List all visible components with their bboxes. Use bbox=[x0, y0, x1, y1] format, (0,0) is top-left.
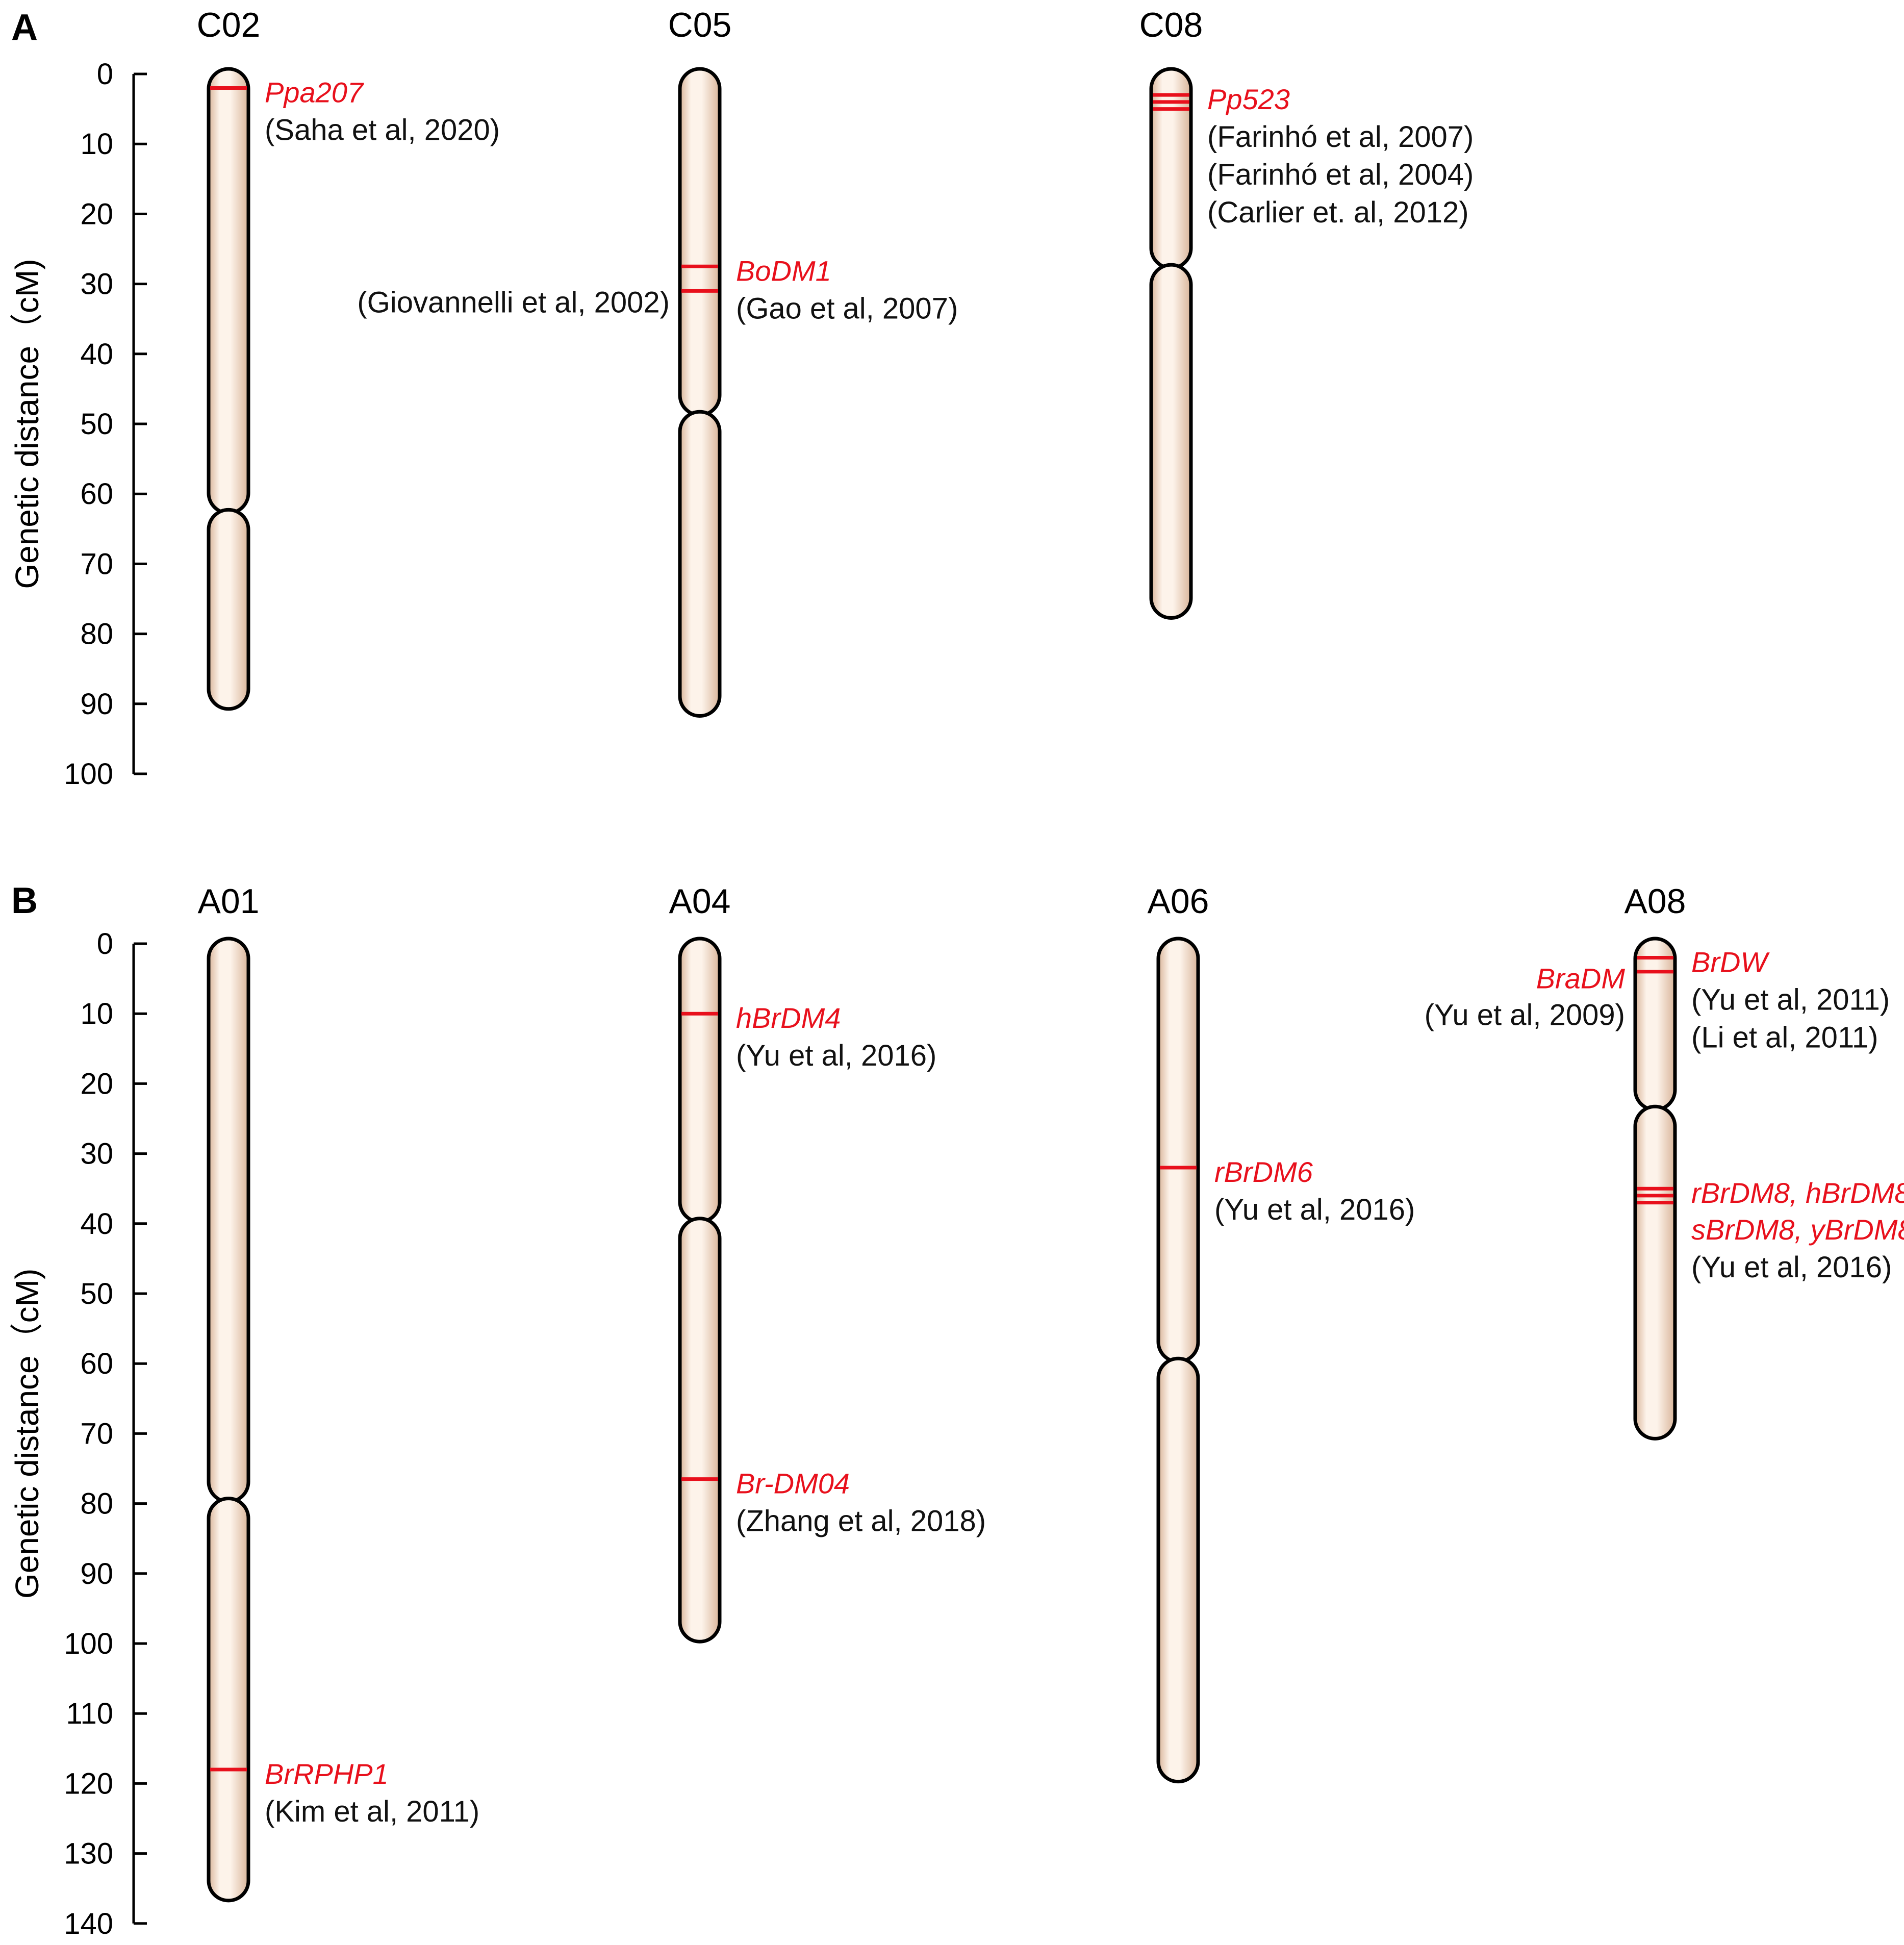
chromosome-arm bbox=[1156, 1356, 1200, 1784]
y-tick-label: 10 bbox=[80, 997, 113, 1030]
y-tick-label: 90 bbox=[80, 688, 113, 721]
reference-label: (Yu et al, 2016) bbox=[1691, 1251, 1892, 1284]
chromosome-arm bbox=[1633, 1104, 1677, 1441]
y-tick-label: 10 bbox=[80, 128, 113, 161]
gene-label: BoDM1 bbox=[736, 255, 831, 287]
reference-label: (Yu et al, 2016) bbox=[1214, 1193, 1415, 1226]
panel-letter: B bbox=[11, 880, 38, 921]
y-tick-label: 40 bbox=[80, 338, 113, 371]
y-tick-label: 30 bbox=[80, 1138, 113, 1171]
chromosome-a06: A06 rBrDM6 (Yu et al, 2016) bbox=[1148, 882, 1415, 1784]
y-tick-label: 80 bbox=[80, 618, 113, 651]
y-tick-label: 60 bbox=[80, 1347, 113, 1380]
y-tick-label: 90 bbox=[80, 1557, 113, 1590]
chromosome-a01: A01 BrRPHP1 (Kim et al, 2011) bbox=[198, 882, 479, 1903]
gene-label: rBrDM8, hBrDM8 bbox=[1691, 1177, 1904, 1209]
gene-label: Br-DM04 bbox=[736, 1468, 850, 1500]
y-tick-label: 130 bbox=[64, 1837, 113, 1871]
chromosome-arm bbox=[1156, 937, 1200, 1363]
y-tick-label: 0 bbox=[97, 58, 113, 91]
y-tick-label: 30 bbox=[80, 268, 113, 301]
y-tick-label: 70 bbox=[80, 547, 113, 580]
y-tick-label: 70 bbox=[80, 1417, 113, 1450]
chromosome-label: C08 bbox=[1139, 6, 1203, 44]
gene-label: BrDW bbox=[1691, 946, 1770, 978]
reference-label: (Li et al, 2011) bbox=[1691, 1021, 1878, 1054]
reference-label-left: (Giovannelli et al, 2002) bbox=[357, 286, 670, 319]
chromosome-c05: C05 BoDM1 (Gao et al, 2007) (Giovannelli et… bbox=[357, 6, 958, 718]
gene-label: rBrDM6 bbox=[1214, 1156, 1313, 1188]
panel-letter: A bbox=[11, 7, 38, 48]
reference-label: (Zhang et al, 2018) bbox=[736, 1505, 986, 1538]
y-tick-label: 20 bbox=[80, 197, 113, 231]
y-tick-label: 140 bbox=[64, 1907, 113, 1940]
y-tick-label: 80 bbox=[80, 1487, 113, 1521]
gene-label: sBrDM8, yBrDM8 bbox=[1691, 1214, 1904, 1246]
y-tick-label: 50 bbox=[80, 408, 113, 441]
y-tick-label: 120 bbox=[64, 1767, 113, 1800]
chromosome-arm bbox=[678, 937, 722, 1224]
chromosome-label: A06 bbox=[1148, 882, 1209, 921]
y-axis-title: Genetic distance（cM) bbox=[9, 1269, 45, 1599]
chromosome-a04: A04 hBrDM4 (Yu et al, 2016) Br-DM04 (Zhang e… bbox=[669, 882, 986, 1644]
gene-label: Pp523 bbox=[1207, 83, 1290, 115]
y-axis-title: Genetic distance（cM) bbox=[9, 259, 45, 589]
chromosome-label: A08 bbox=[1624, 882, 1686, 921]
reference-label: (Farinhó et al, 2007) bbox=[1207, 120, 1474, 154]
reference-label-left: (Yu et al, 2009) bbox=[1425, 998, 1625, 1031]
reference-label: (Yu et al, 2011) bbox=[1691, 983, 1890, 1016]
y-tick-label: 110 bbox=[66, 1697, 113, 1730]
gene-label-left: BraDM bbox=[1536, 962, 1626, 994]
y-tick-label: 100 bbox=[64, 1627, 113, 1660]
chromosome-arm bbox=[207, 67, 250, 515]
chromosome-arm bbox=[678, 1217, 722, 1644]
reference-label: (Gao et al, 2007) bbox=[736, 292, 958, 325]
reference-label: (Yu et al, 2016) bbox=[736, 1039, 936, 1072]
y-tick-label: 60 bbox=[80, 477, 113, 511]
chromosome-label: C02 bbox=[197, 6, 261, 44]
chromosome-label: A04 bbox=[669, 882, 731, 921]
chromosome-arm bbox=[207, 937, 250, 1504]
chromosome-arm bbox=[1149, 67, 1193, 270]
chromosome-arm bbox=[1149, 263, 1193, 620]
y-tick-label: 100 bbox=[64, 757, 113, 791]
chromosome-label: A01 bbox=[198, 882, 260, 921]
y-tick-label: 50 bbox=[80, 1277, 113, 1310]
chromosome-c08: C08 Pp523 (Farinhó et al, 2007) (Farinhó et… bbox=[1139, 6, 1474, 620]
panel-a: A 0 10 20 30 40 50 60 70 80 90 100 Genetic distance（… bbox=[9, 6, 1474, 791]
panel-b: B 0 10 20 30 40 50 60 70 80 90 100 110 120 130 140 Genet… bbox=[9, 880, 1904, 1940]
reference-label: (Saha et al, 2020) bbox=[265, 113, 500, 146]
y-tick-label: 0 bbox=[97, 927, 113, 961]
reference-label: (Farinhó et al, 2004) bbox=[1207, 158, 1474, 191]
chromosome-arm bbox=[207, 1497, 250, 1903]
chromosome-arm bbox=[207, 508, 250, 711]
chromosome-arm bbox=[678, 67, 722, 417]
y-tick-label: 40 bbox=[80, 1207, 113, 1241]
reference-label: (Kim et al, 2011) bbox=[265, 1795, 479, 1828]
chromosome-label: C05 bbox=[668, 6, 732, 44]
gene-label: BrRPHP1 bbox=[265, 1758, 389, 1790]
reference-label: (Carlier et. al, 2012) bbox=[1207, 196, 1469, 229]
chromosome-arm bbox=[678, 410, 722, 718]
chromosome-arm bbox=[1633, 937, 1677, 1112]
y-tick-label: 20 bbox=[80, 1067, 113, 1100]
gene-label: hBrDM4 bbox=[736, 1002, 841, 1034]
gene-label: Ppa207 bbox=[265, 76, 364, 108]
